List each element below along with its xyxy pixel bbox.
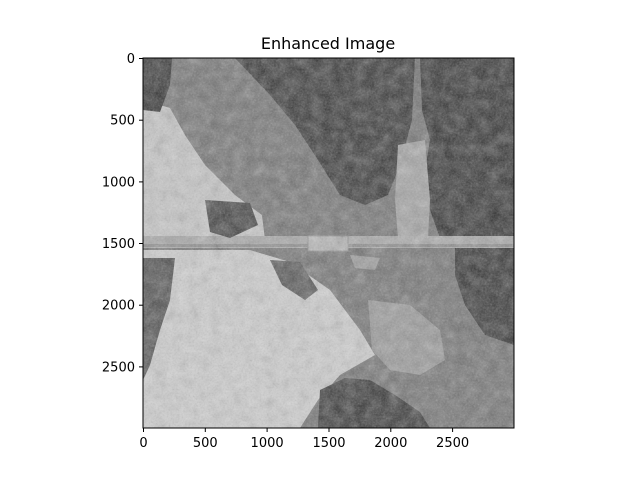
y-tick-label: 2500: [102, 360, 135, 375]
y-tick-label: 1000: [102, 175, 135, 190]
x-tick-label: 2500: [436, 436, 469, 451]
x-tick-label: 1000: [251, 436, 284, 451]
x-axis: 0 500 1000 1500 2000 2500: [139, 428, 469, 451]
y-axis: 0 500 1000 1500 2000 2500: [102, 52, 143, 375]
y-tick-label: 0: [127, 52, 135, 67]
x-tick-label: 0: [139, 436, 147, 451]
y-tick-label: 1500: [102, 237, 135, 252]
plot-title: Enhanced Image: [261, 34, 395, 53]
x-tick-label: 500: [193, 436, 218, 451]
x-tick-label: 2000: [374, 436, 407, 451]
x-tick-label: 1500: [312, 436, 345, 451]
aerial-photo: [143, 58, 514, 428]
y-tick-label: 500: [110, 114, 135, 129]
y-tick-label: 2000: [102, 299, 135, 314]
